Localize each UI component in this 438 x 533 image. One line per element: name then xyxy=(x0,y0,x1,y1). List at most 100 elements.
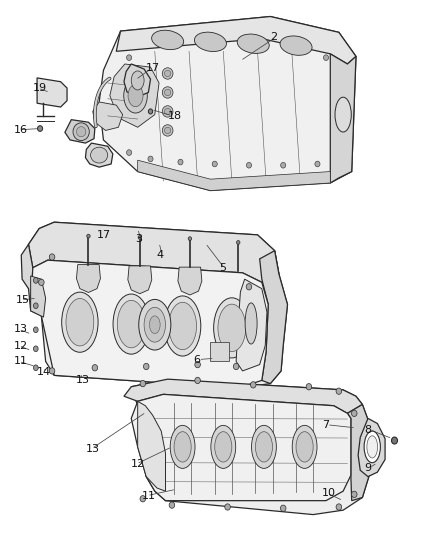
Polygon shape xyxy=(93,102,123,131)
Ellipse shape xyxy=(245,303,257,344)
Text: 14: 14 xyxy=(37,367,51,377)
Bar xyxy=(209,342,229,361)
Ellipse shape xyxy=(367,436,378,458)
Ellipse shape xyxy=(139,300,171,350)
Ellipse shape xyxy=(73,123,89,141)
Ellipse shape xyxy=(124,78,147,113)
Polygon shape xyxy=(178,267,202,295)
Ellipse shape xyxy=(323,55,328,61)
Text: 18: 18 xyxy=(168,111,182,121)
Text: 11: 11 xyxy=(142,490,156,500)
Ellipse shape xyxy=(251,425,276,469)
Polygon shape xyxy=(131,394,351,500)
Polygon shape xyxy=(37,78,67,107)
Ellipse shape xyxy=(127,55,132,61)
Ellipse shape xyxy=(169,302,197,350)
Text: 3: 3 xyxy=(135,233,142,244)
Text: 12: 12 xyxy=(131,459,145,469)
Ellipse shape xyxy=(169,502,175,508)
Polygon shape xyxy=(85,143,113,167)
Ellipse shape xyxy=(178,159,183,165)
Ellipse shape xyxy=(140,381,145,387)
Ellipse shape xyxy=(211,425,236,469)
Ellipse shape xyxy=(280,36,312,55)
Polygon shape xyxy=(21,244,33,311)
Ellipse shape xyxy=(170,425,195,469)
Text: 12: 12 xyxy=(14,341,28,351)
Text: 2: 2 xyxy=(270,33,278,43)
Ellipse shape xyxy=(164,108,171,115)
Text: 15: 15 xyxy=(16,295,30,305)
Ellipse shape xyxy=(148,109,153,114)
Ellipse shape xyxy=(162,125,173,136)
Polygon shape xyxy=(28,222,279,282)
Text: 5: 5 xyxy=(219,263,226,273)
Polygon shape xyxy=(260,251,287,384)
Polygon shape xyxy=(28,222,287,388)
Ellipse shape xyxy=(214,298,250,358)
Ellipse shape xyxy=(194,32,226,52)
Ellipse shape xyxy=(174,432,191,462)
Ellipse shape xyxy=(296,432,313,462)
Ellipse shape xyxy=(162,87,173,98)
Polygon shape xyxy=(131,379,369,514)
Ellipse shape xyxy=(164,90,171,95)
Polygon shape xyxy=(31,276,46,317)
Text: 4: 4 xyxy=(157,250,164,260)
Text: 17: 17 xyxy=(146,63,160,74)
Ellipse shape xyxy=(144,364,149,370)
Text: 6: 6 xyxy=(193,354,200,365)
Ellipse shape xyxy=(392,437,398,444)
Ellipse shape xyxy=(149,316,160,334)
Text: 16: 16 xyxy=(14,125,28,135)
Ellipse shape xyxy=(251,382,256,388)
Ellipse shape xyxy=(131,71,144,90)
Ellipse shape xyxy=(33,303,38,309)
Ellipse shape xyxy=(117,301,145,348)
Text: 9: 9 xyxy=(364,463,372,473)
Ellipse shape xyxy=(306,384,312,390)
Polygon shape xyxy=(116,17,356,64)
Ellipse shape xyxy=(62,292,98,352)
Polygon shape xyxy=(124,64,151,97)
Text: 17: 17 xyxy=(97,230,111,240)
Ellipse shape xyxy=(87,234,90,238)
Ellipse shape xyxy=(225,504,230,510)
Ellipse shape xyxy=(33,365,38,370)
Ellipse shape xyxy=(162,106,173,117)
Ellipse shape xyxy=(128,85,143,107)
Ellipse shape xyxy=(39,279,44,286)
Polygon shape xyxy=(138,160,330,191)
Ellipse shape xyxy=(364,431,380,463)
Text: 10: 10 xyxy=(322,488,336,498)
Ellipse shape xyxy=(247,163,251,168)
Polygon shape xyxy=(110,64,159,127)
Text: 13: 13 xyxy=(76,375,90,385)
Ellipse shape xyxy=(140,496,145,502)
Polygon shape xyxy=(138,401,166,491)
Polygon shape xyxy=(31,260,268,388)
Polygon shape xyxy=(65,120,95,143)
Ellipse shape xyxy=(335,97,351,132)
Ellipse shape xyxy=(33,278,38,283)
Ellipse shape xyxy=(292,425,317,469)
Ellipse shape xyxy=(195,361,200,368)
Ellipse shape xyxy=(148,156,153,161)
Ellipse shape xyxy=(127,150,132,156)
Ellipse shape xyxy=(49,254,55,260)
Polygon shape xyxy=(347,405,369,500)
Ellipse shape xyxy=(315,161,320,167)
Ellipse shape xyxy=(164,296,201,356)
Ellipse shape xyxy=(91,147,108,163)
Ellipse shape xyxy=(336,504,342,510)
Text: 13: 13 xyxy=(86,444,100,454)
Ellipse shape xyxy=(164,127,171,134)
Ellipse shape xyxy=(144,308,166,342)
Ellipse shape xyxy=(49,368,55,374)
Ellipse shape xyxy=(188,237,191,240)
Polygon shape xyxy=(236,279,267,371)
Ellipse shape xyxy=(281,163,286,168)
Ellipse shape xyxy=(66,298,94,346)
Polygon shape xyxy=(330,54,356,183)
Polygon shape xyxy=(124,379,362,413)
